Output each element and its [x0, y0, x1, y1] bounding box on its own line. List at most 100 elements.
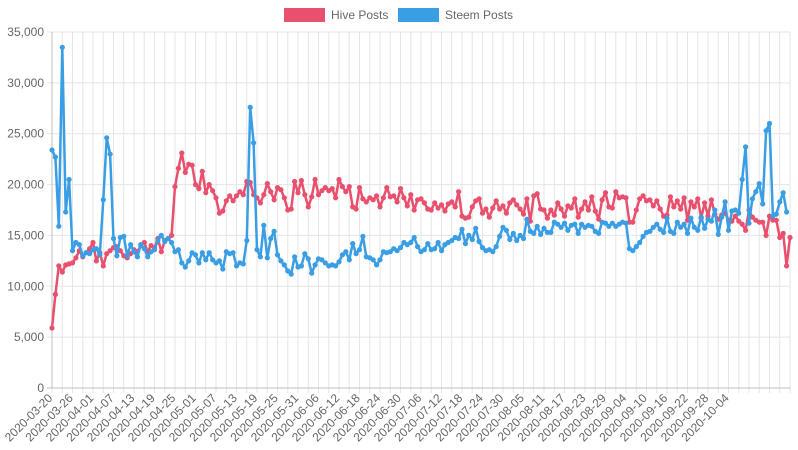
data-point-steem[interactable]	[654, 221, 660, 227]
data-point-steem[interactable]	[175, 247, 181, 253]
data-point-hive[interactable]	[90, 239, 96, 246]
data-point-steem[interactable]	[517, 232, 523, 238]
data-point-hive[interactable]	[59, 269, 65, 275]
data-point-hive[interactable]	[667, 194, 674, 200]
data-point-steem[interactable]	[210, 257, 216, 263]
data-point-steem[interactable]	[87, 251, 93, 257]
data-point-hive[interactable]	[681, 195, 687, 201]
data-point-hive[interactable]	[237, 189, 243, 195]
data-point-steem[interactable]	[664, 215, 670, 221]
data-point-hive[interactable]	[640, 193, 646, 199]
data-point-steem[interactable]	[671, 230, 677, 236]
data-point-hive[interactable]	[589, 194, 595, 200]
data-point-hive[interactable]	[613, 189, 619, 195]
data-point-steem[interactable]	[548, 229, 554, 235]
data-point-steem[interactable]	[425, 241, 431, 247]
data-point-steem[interactable]	[346, 257, 352, 263]
data-point-steem[interactable]	[435, 239, 441, 246]
data-point-steem[interactable]	[459, 226, 465, 232]
data-point-hive[interactable]	[479, 210, 486, 216]
data-point-hive[interactable]	[558, 206, 564, 212]
data-point-hive[interactable]	[500, 203, 506, 209]
data-point-steem[interactable]	[555, 221, 561, 227]
data-point-hive[interactable]	[271, 197, 277, 203]
data-point-steem[interactable]	[698, 214, 704, 220]
data-point-steem[interactable]	[524, 216, 530, 222]
data-point-steem[interactable]	[702, 225, 708, 231]
data-point-steem[interactable]	[736, 210, 742, 216]
data-point-hive[interactable]	[671, 204, 677, 210]
data-point-steem[interactable]	[749, 196, 756, 202]
data-point-hive[interactable]	[551, 212, 557, 218]
data-point-steem[interactable]	[456, 235, 462, 242]
data-point-hive[interactable]	[544, 215, 551, 221]
data-point-hive[interactable]	[688, 199, 694, 205]
data-point-steem[interactable]	[158, 232, 164, 238]
data-point-hive[interactable]	[104, 251, 110, 257]
data-point-steem[interactable]	[541, 225, 547, 231]
data-point-steem[interactable]	[473, 225, 479, 231]
data-point-steem[interactable]	[780, 190, 786, 196]
data-point-steem[interactable]	[76, 242, 82, 248]
data-point-hive[interactable]	[739, 221, 745, 227]
data-point-steem[interactable]	[254, 247, 260, 253]
data-point-hive[interactable]	[568, 205, 574, 211]
data-point-hive[interactable]	[514, 202, 520, 208]
data-point-hive[interactable]	[278, 187, 284, 193]
data-point-steem[interactable]	[623, 220, 629, 226]
data-point-hive[interactable]	[760, 219, 766, 225]
data-point-steem[interactable]	[432, 246, 438, 252]
data-point-hive[interactable]	[360, 196, 366, 202]
data-point-steem[interactable]	[503, 227, 509, 233]
data-point-hive[interactable]	[175, 165, 181, 171]
data-point-hive[interactable]	[609, 205, 615, 211]
data-point-steem[interactable]	[261, 222, 267, 228]
data-point-steem[interactable]	[285, 268, 291, 274]
data-point-hive[interactable]	[93, 258, 99, 264]
data-point-hive[interactable]	[421, 200, 427, 206]
data-point-hive[interactable]	[411, 207, 417, 213]
data-point-steem[interactable]	[773, 211, 779, 217]
data-point-hive[interactable]	[678, 206, 684, 212]
data-point-hive[interactable]	[572, 196, 578, 202]
data-point-steem[interactable]	[575, 230, 581, 236]
data-point-steem[interactable]	[93, 246, 99, 252]
data-point-steem[interactable]	[145, 254, 151, 260]
data-point-steem[interactable]	[784, 209, 790, 215]
data-point-steem[interactable]	[596, 230, 602, 236]
data-point-steem[interactable]	[288, 271, 294, 277]
data-point-hive[interactable]	[736, 218, 742, 224]
data-point-steem[interactable]	[343, 249, 349, 255]
data-point-steem[interactable]	[138, 242, 144, 248]
data-point-hive[interactable]	[691, 204, 697, 210]
data-point-steem[interactable]	[565, 227, 571, 233]
data-point-steem[interactable]	[49, 147, 55, 153]
legend-label-steem[interactable]: Steem Posts	[445, 8, 513, 22]
data-point-steem[interactable]	[247, 104, 253, 110]
data-point-steem[interactable]	[100, 197, 106, 203]
data-point-hive[interactable]	[596, 216, 602, 222]
data-point-hive[interactable]	[315, 192, 322, 198]
data-point-hive[interactable]	[394, 199, 400, 205]
data-point-steem[interactable]	[507, 236, 513, 243]
data-point-steem[interactable]	[59, 44, 65, 50]
data-point-hive[interactable]	[333, 195, 339, 201]
data-point-hive[interactable]	[520, 211, 527, 217]
data-point-steem[interactable]	[182, 264, 188, 270]
data-point-hive[interactable]	[438, 202, 445, 208]
data-point-steem[interactable]	[394, 248, 400, 254]
data-point-hive[interactable]	[56, 263, 62, 269]
data-point-hive[interactable]	[650, 203, 656, 209]
data-point-steem[interactable]	[251, 140, 257, 146]
data-point-steem[interactable]	[684, 230, 691, 236]
data-point-steem[interactable]	[674, 219, 680, 225]
data-point-steem[interactable]	[490, 249, 496, 255]
data-point-hive[interactable]	[548, 207, 554, 213]
data-point-hive[interactable]	[555, 200, 561, 206]
data-point-hive[interactable]	[391, 193, 397, 199]
data-point-hive[interactable]	[73, 255, 79, 261]
data-point-steem[interactable]	[722, 199, 728, 205]
data-point-hive[interactable]	[322, 185, 328, 191]
data-point-hive[interactable]	[305, 204, 311, 210]
data-point-hive[interactable]	[223, 198, 229, 204]
